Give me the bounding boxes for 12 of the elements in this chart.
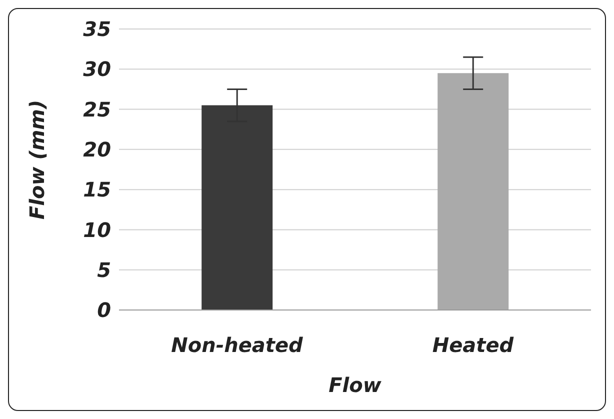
x-tick-label: Non-heated	[171, 333, 304, 358]
y-tick-label: 30	[83, 57, 112, 82]
y-tick-label: 5	[97, 258, 111, 282]
x-axis-title: Flow	[328, 373, 382, 397]
y-tick-label: 15	[83, 178, 111, 202]
y-tick-label: 10	[83, 218, 112, 242]
y-tick-label: 0	[97, 298, 112, 322]
y-tick-label: 35	[83, 17, 111, 42]
y-tick-label: 25	[83, 97, 111, 122]
x-tick-label: Heated	[432, 333, 514, 358]
y-tick-label: 20	[83, 138, 112, 162]
y-axis-title: Flow (mm)	[25, 100, 50, 220]
